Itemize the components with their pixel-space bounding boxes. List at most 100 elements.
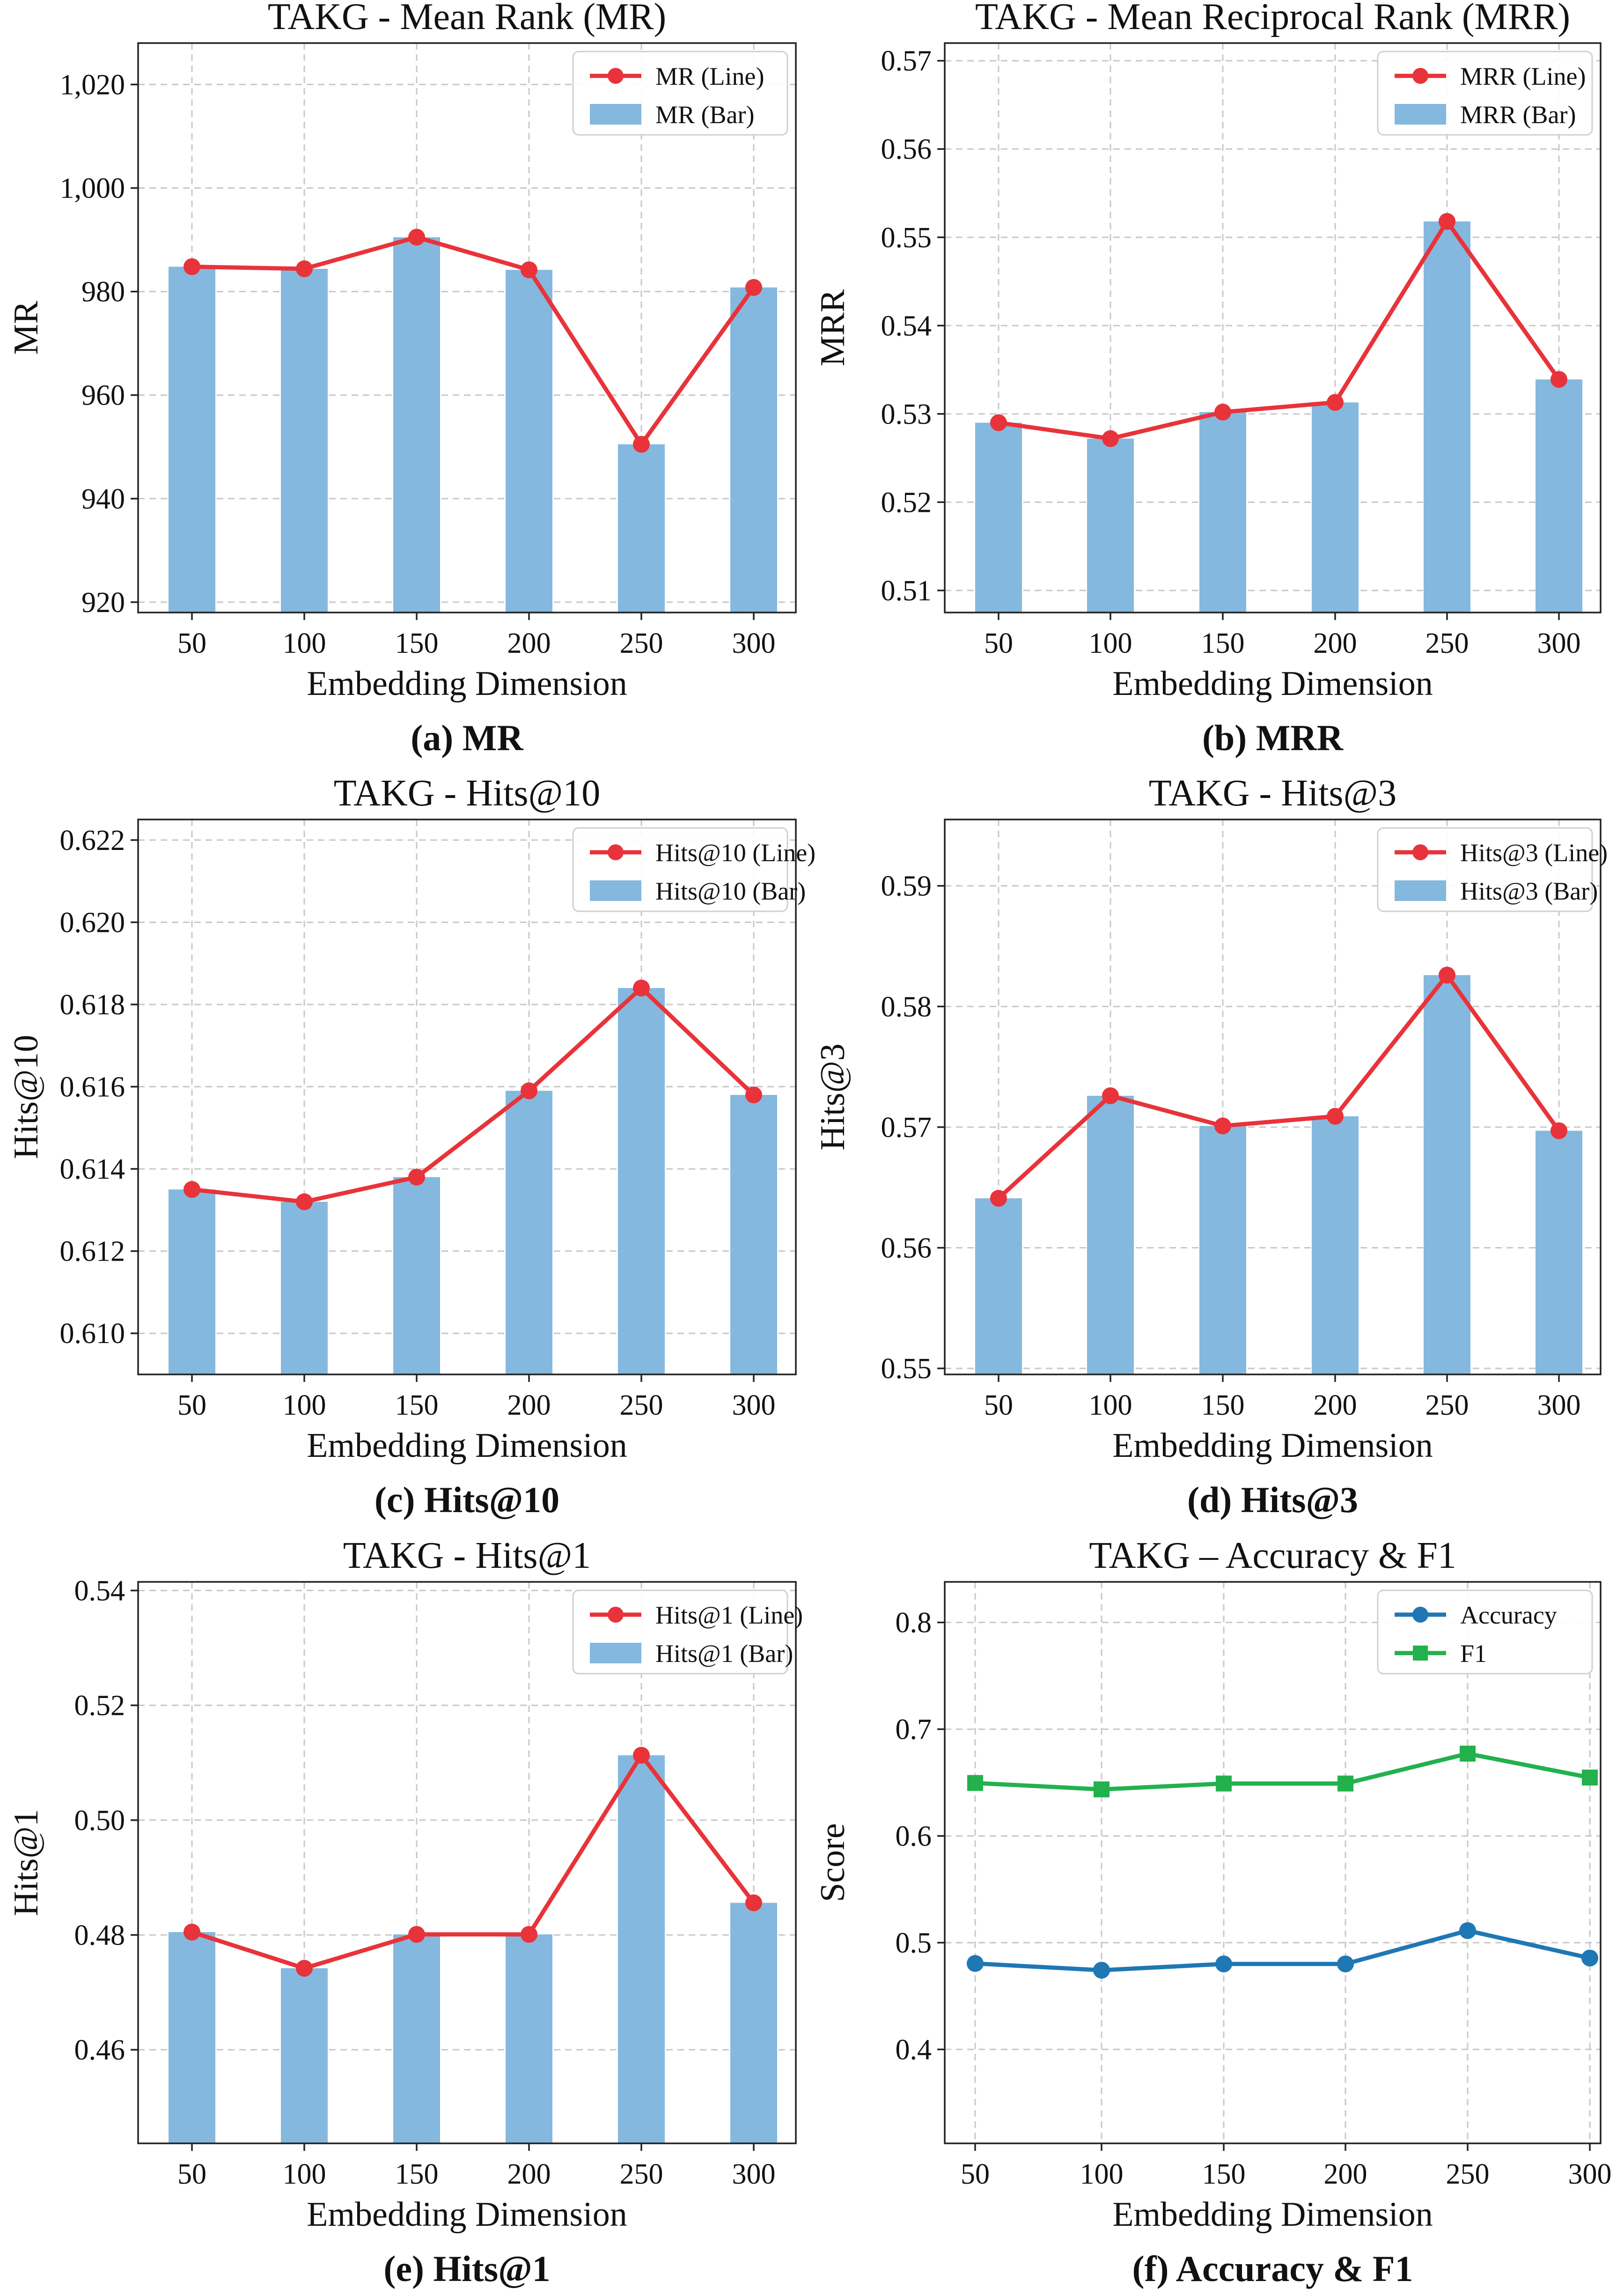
data-point [1337, 1775, 1353, 1792]
chart-title: TAKG - Hits@10 [334, 773, 600, 814]
legend-label: Hits@3 (Bar) [1460, 877, 1598, 905]
x-tick-label: 250 [1446, 2158, 1490, 2190]
x-tick-label: 100 [1089, 1389, 1132, 1421]
bar [1536, 379, 1582, 613]
series-line [975, 1751, 1590, 1792]
y-tick-label: 0.56 [881, 1233, 932, 1264]
data-point [967, 1955, 984, 1972]
panel-c: 0.610 0.612 0.614 0.616 0.618 0.620 0.622 50 100… [7, 773, 816, 1520]
panel-e: 0.46 0.48 0.50 0.52 0.54 50 100 150 200 250 300 TAK… [7, 1535, 803, 2289]
legend: Hits@10 (Line) Hits@10 (Bar) [572, 827, 816, 912]
bar [393, 237, 440, 613]
data-point [408, 1926, 425, 1943]
bar [618, 1755, 665, 2143]
bar [1312, 1116, 1359, 1374]
y-axis-label: Hits@3 [814, 1043, 852, 1151]
x-axis-label: Embedding Dimension [307, 665, 627, 703]
data-point [990, 1189, 1007, 1207]
legend-label: Hits@3 (Line) [1460, 839, 1608, 867]
data-point [967, 1775, 983, 1791]
data-point [1551, 371, 1567, 388]
x-tick-label: 200 [1314, 1389, 1357, 1421]
y-tick-label: 0.4 [896, 2034, 932, 2066]
bar [506, 1934, 552, 2143]
x-tick-label: 150 [1201, 1389, 1245, 1421]
x-tick-label: 100 [1089, 628, 1132, 659]
data-point [1327, 394, 1344, 411]
legend-label: F1 [1460, 1639, 1487, 1668]
data-point [184, 258, 200, 275]
bar [281, 1968, 328, 2143]
x-tick-label: 200 [507, 628, 551, 659]
chart-title: TAKG - Mean Reciprocal Rank (MRR) [975, 0, 1570, 37]
y-tick-label: 960 [81, 380, 125, 412]
x-tick-label: 100 [283, 628, 326, 659]
legend-label: Hits@1 (Bar) [655, 1639, 793, 1668]
x-tick-label: 150 [1201, 628, 1245, 659]
data-point [745, 279, 762, 296]
bar [730, 287, 777, 613]
data-point [408, 229, 425, 246]
legend-marker [608, 844, 624, 860]
x-tick-label: 150 [395, 1389, 439, 1421]
y-tick-label: 0.610 [60, 1318, 125, 1350]
x-tick-label: 50 [984, 1389, 1013, 1421]
y-tick-label: 0.54 [881, 310, 932, 342]
x-tick-label: 150 [395, 2158, 439, 2190]
data-point [1460, 1745, 1476, 1762]
x-tick-label: 100 [283, 2158, 326, 2190]
y-tick-label: 0.614 [60, 1153, 125, 1185]
legend-label: Hits@10 (Line) [655, 839, 816, 867]
data-point [745, 1086, 762, 1104]
axes-frame [137, 1581, 797, 2144]
bar [1199, 1126, 1246, 1374]
legend: Hits@1 (Line) Hits@1 (Bar) [572, 1589, 803, 1675]
legend-marker [608, 1607, 624, 1623]
y-tick-label: 0.48 [74, 1920, 125, 1951]
bar [1424, 221, 1470, 613]
panel-caption: (c) Hits@10 [375, 1479, 559, 1520]
y-tick-label: 0.616 [60, 1071, 125, 1103]
bar [730, 1095, 777, 1374]
x-tick-label: 250 [620, 628, 663, 659]
bar [393, 1177, 440, 1374]
x-axis-label: Embedding Dimension [1112, 1426, 1433, 1465]
y-tick-label: 0.57 [881, 45, 932, 77]
x-tick-label: 50 [961, 2158, 990, 2190]
x-axis-label: Embedding Dimension [307, 2195, 627, 2234]
x-tick-label: 250 [1426, 628, 1469, 659]
series-line [998, 219, 1561, 441]
legend: Hits@3 (Line) Hits@3 (Bar) [1377, 827, 1608, 912]
y-tick-label: 0.57 [881, 1112, 932, 1144]
series-line [975, 1928, 1590, 1972]
bar [506, 1091, 552, 1374]
data-point [296, 1960, 313, 1977]
x-tick-label: 100 [1080, 2158, 1124, 2190]
axes-frame [944, 819, 1602, 1375]
y-tick-label: 0.55 [881, 1353, 932, 1385]
data-point [1337, 1955, 1354, 1972]
data-point [1215, 1955, 1232, 1972]
legend-label: MR (Line) [655, 62, 764, 90]
x-tick-label: 300 [1537, 628, 1581, 659]
x-tick-label: 250 [1426, 1389, 1469, 1421]
y-tick-label: 0.54 [74, 1575, 125, 1607]
data-point [1214, 1117, 1231, 1135]
y-tick-label: 0.6 [896, 1821, 932, 1853]
y-tick-label: 0.618 [60, 989, 125, 1021]
y-axis-label: Hits@10 [7, 1035, 45, 1159]
x-tick-label: 300 [1568, 2158, 1612, 2190]
panel-caption: (a) MR [411, 717, 524, 758]
x-tick-label: 50 [177, 1389, 206, 1421]
data-point [633, 979, 650, 997]
data-point [1582, 1769, 1598, 1786]
y-tick-label: 1,020 [60, 69, 125, 101]
x-tick-label: 50 [984, 628, 1013, 659]
legend-swatch [590, 880, 641, 901]
y-tick-label: 0.620 [60, 907, 125, 938]
bar [975, 1198, 1022, 1374]
y-tick-label: 0.8 [896, 1607, 932, 1639]
y-axis-label: Hits@1 [7, 1809, 45, 1916]
series-line [191, 235, 756, 447]
